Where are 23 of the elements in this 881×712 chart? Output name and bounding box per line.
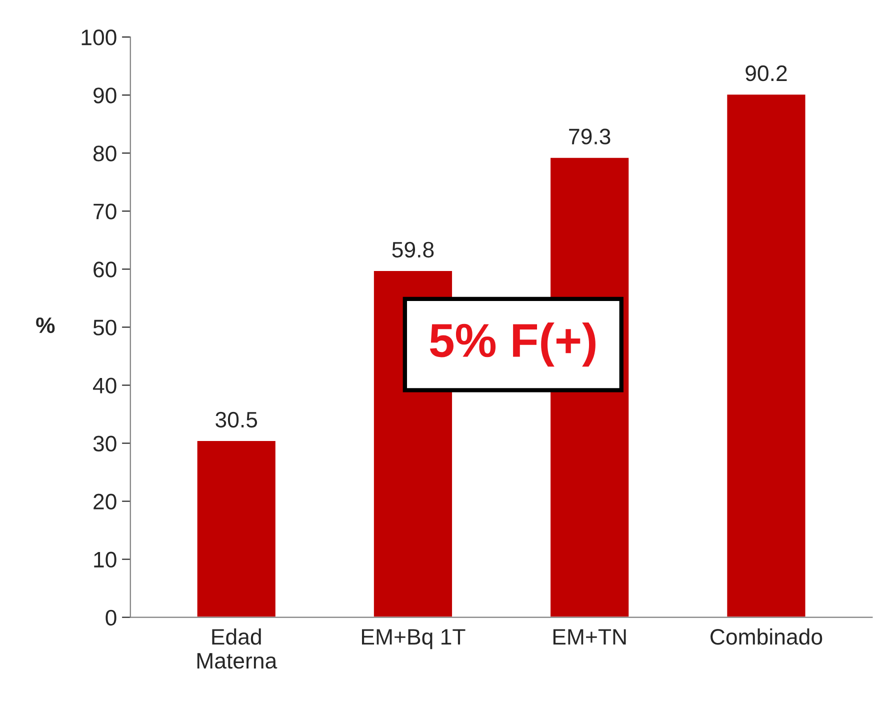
x-tick-label: EM+TN (553, 629, 626, 645)
x-tick-label: EM+Bq 1T (362, 629, 466, 650)
data-label: 90.2 (746, 65, 787, 82)
bar (196, 440, 277, 618)
y-tick-label: 70 (94, 204, 116, 220)
x-tick-label: Edad Materna (197, 628, 278, 669)
x-tick-label: Combinado (710, 628, 822, 645)
data-label: 30.5 (216, 412, 258, 428)
y-axis-title: % (36, 317, 55, 334)
y-tick-label: 90 (94, 88, 116, 104)
y-tick-label: 80 (93, 146, 116, 162)
y-tick-label: 0 (106, 610, 116, 626)
y-tick-label: 10 (94, 552, 116, 568)
data-label: 59.8 (392, 242, 434, 258)
y-tick-label: 30 (93, 436, 116, 452)
annotation: 5% F(+) (430, 322, 596, 367)
bar (726, 93, 807, 618)
y-tick-label: 60 (94, 262, 116, 278)
y-tick-label: 100 (82, 30, 116, 46)
y-tick-label: 20 (94, 494, 116, 510)
y-tick-label: 40 (92, 378, 116, 394)
data-label: 79.3 (569, 128, 610, 144)
y-tick-label: 50 (93, 320, 116, 336)
